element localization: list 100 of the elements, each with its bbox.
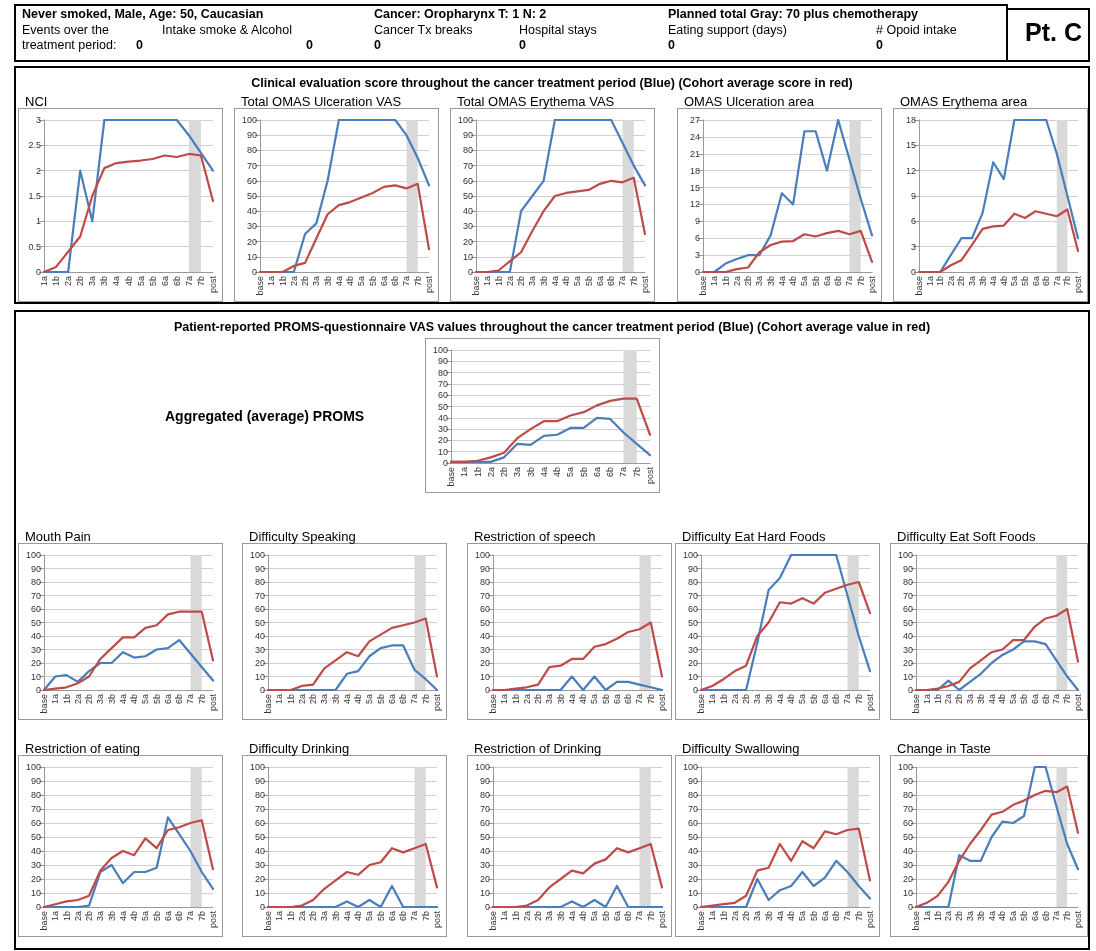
- x-tick-label: 2b: [516, 276, 527, 287]
- y-tick-label: 0.5: [28, 241, 41, 252]
- x-tick-label: post: [867, 275, 877, 294]
- x-tick-label: 5a: [364, 694, 375, 705]
- x-tick-label: 1b: [932, 694, 943, 705]
- x-tick-label: 6a: [591, 467, 602, 478]
- y-tick-label: 0: [35, 902, 41, 912]
- y-tick-label: 0: [467, 267, 473, 277]
- x-tick-label: 6b: [174, 694, 185, 705]
- y-tick-label: 70: [902, 590, 913, 601]
- y-tick-label: 60: [437, 390, 448, 401]
- y-tick-label: 10: [254, 888, 265, 898]
- y-tick-label: 90: [902, 776, 913, 786]
- y-tick-label: 50: [479, 617, 490, 628]
- x-tick-label: 3a: [311, 276, 322, 287]
- y-tick-label: 100: [897, 762, 913, 772]
- x-tick-label: 4b: [788, 276, 799, 287]
- y-tick-label: 0: [259, 685, 265, 695]
- x-tick-label: 7a: [1051, 276, 1062, 287]
- y-tick-label: 60: [254, 818, 265, 828]
- y-tick-label: 90: [687, 563, 698, 574]
- x-tick-label: 6a: [159, 276, 170, 287]
- x-tick-label: 1b: [493, 276, 504, 287]
- x-tick-label: 5b: [583, 276, 594, 287]
- y-tick-label: 70: [254, 590, 265, 601]
- x-tick-label: 1a: [50, 911, 61, 922]
- x-tick-label: base: [255, 276, 265, 296]
- x-tick-label: 1a: [39, 276, 49, 287]
- x-tick-label: 1b: [510, 694, 521, 705]
- y-tick-label: 18: [905, 115, 916, 125]
- x-tick-label: 5b: [808, 694, 819, 705]
- y-tick-label: 30: [30, 644, 41, 655]
- y-tick-label: 100: [249, 550, 265, 560]
- x-tick-label: 2a: [521, 911, 532, 922]
- x-tick-label: 7a: [409, 694, 420, 705]
- text: Cancer Tx breaks: [374, 23, 473, 37]
- chart-title: OMAS Erythema area: [900, 94, 1028, 109]
- y-tick-label: 2.5: [28, 140, 41, 151]
- x-tick-label: 5b: [578, 467, 589, 478]
- x-tick-label: base: [914, 276, 924, 296]
- x-tick-label: 3b: [106, 694, 117, 705]
- y-tick-label: 60: [246, 175, 257, 186]
- y-tick-label: 10: [902, 671, 913, 682]
- x-tick-label: 6a: [819, 694, 830, 705]
- chart-title: Difficulty Eat Soft Foods: [897, 529, 1036, 544]
- x-tick-label: 3a: [752, 694, 763, 705]
- x-tick-label: 7a: [401, 276, 412, 287]
- x-tick-label: post: [865, 910, 875, 929]
- x-tick-label: 1a: [709, 276, 720, 287]
- x-tick-label: 1a: [50, 694, 61, 705]
- y-tick-label: 0: [910, 267, 916, 277]
- y-tick-label: 80: [462, 145, 473, 156]
- x-tick-label: 2b: [956, 276, 967, 287]
- x-tick-label: 3a: [544, 911, 555, 922]
- x-tick-label: 4b: [561, 276, 572, 287]
- x-tick-label: 6a: [611, 694, 622, 705]
- x-tick-label: 4b: [786, 694, 797, 705]
- x-tick-label: 3a: [95, 911, 106, 922]
- text: Pt. C: [1025, 18, 1082, 47]
- y-tick-label: 20: [479, 874, 490, 884]
- y-tick-label: 10: [687, 888, 698, 898]
- y-tick-label: 1.5: [28, 191, 41, 201]
- y-tick-label: 70: [462, 160, 473, 171]
- x-tick-label: 4b: [129, 911, 140, 922]
- x-tick-label: 3b: [525, 467, 536, 478]
- x-tick-label: 5a: [1008, 911, 1019, 922]
- x-tick-label: 4b: [129, 694, 140, 705]
- x-tick-label: 5b: [1020, 276, 1030, 287]
- y-tick-label: 60: [902, 604, 913, 614]
- y-tick-label: 70: [30, 590, 41, 601]
- y-tick-label: 80: [437, 367, 448, 378]
- x-tick-label: 5a: [135, 276, 146, 287]
- x-tick-label: 3a: [965, 911, 975, 922]
- chart-title: Difficulty Speaking: [249, 529, 356, 544]
- x-tick-label: 1a: [499, 694, 510, 705]
- chart-title: Mouth Pain: [25, 529, 91, 544]
- chart-title: Difficulty Eat Hard Foods: [682, 529, 827, 544]
- y-tick-label: 60: [479, 818, 490, 828]
- chart-title: NCI: [25, 94, 48, 109]
- x-tick-label: 2b: [84, 911, 95, 922]
- x-tick-label: 7a: [183, 276, 194, 287]
- x-tick-label: 1b: [932, 911, 943, 922]
- x-tick-label: 1a: [921, 694, 932, 705]
- y-tick-label: 2: [35, 165, 41, 176]
- x-tick-label: 6a: [1030, 276, 1041, 287]
- x-tick-label: post: [432, 693, 442, 712]
- x-tick-label: 4a: [117, 911, 128, 922]
- x-tick-label: 2a: [288, 276, 299, 287]
- x-tick-label: 4a: [549, 276, 560, 287]
- chart-title: Restriction of eating: [25, 741, 140, 756]
- x-tick-label: 6b: [390, 276, 401, 287]
- y-tick-label: 6: [694, 233, 700, 244]
- y-tick-label: 40: [902, 846, 913, 856]
- y-tick-label: 20: [254, 874, 265, 884]
- y-tick-label: 50: [30, 832, 41, 842]
- y-tick-label: 100: [682, 762, 698, 772]
- x-tick-label: 4b: [578, 911, 589, 922]
- x-tick-label: base: [698, 276, 708, 296]
- x-tick-label: 7b: [412, 276, 423, 287]
- x-tick-label: 3a: [319, 694, 330, 705]
